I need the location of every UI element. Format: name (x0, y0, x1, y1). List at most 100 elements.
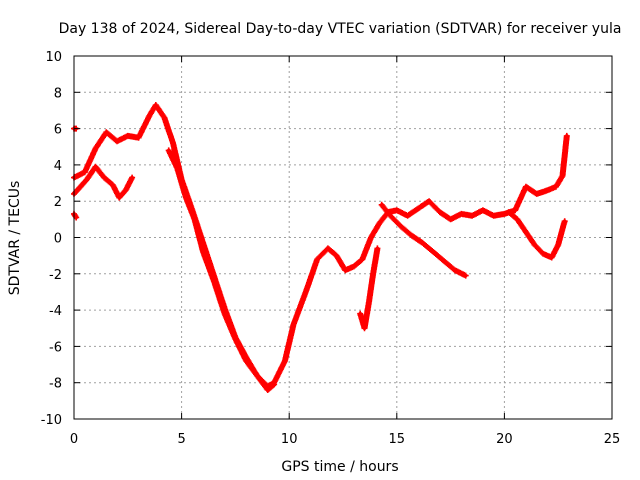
data-point (184, 195, 188, 200)
data-point (147, 114, 152, 118)
data-point (367, 301, 371, 305)
data-point (343, 268, 347, 272)
data-point (562, 219, 567, 223)
data-point (463, 273, 468, 278)
data-point (371, 272, 375, 276)
data-point (565, 134, 569, 138)
data-point (405, 213, 410, 218)
data-point (481, 208, 485, 213)
data-point (115, 139, 119, 144)
data-point (438, 210, 442, 214)
data-point (85, 177, 89, 182)
data-point (201, 250, 205, 254)
data-point (126, 134, 130, 138)
data-point (506, 210, 511, 214)
data-point (265, 388, 270, 392)
data-point (532, 242, 537, 247)
data-point (233, 337, 238, 341)
series-track-e (505, 209, 568, 261)
data-point (244, 359, 248, 363)
data-point (362, 326, 367, 331)
x-tick-label: 20 (496, 432, 513, 447)
data-point (255, 373, 259, 378)
data-point (513, 208, 517, 213)
data-point (351, 264, 356, 269)
y-tick-label: 2 (54, 195, 62, 210)
data-point (162, 115, 167, 120)
data-point (524, 230, 528, 234)
x-tick-label: 15 (389, 432, 406, 447)
data-point (360, 257, 365, 262)
y-tick-label: -2 (49, 268, 62, 283)
data-point (326, 246, 330, 251)
data-point (545, 188, 550, 193)
x-tick-label: 5 (177, 432, 185, 447)
y-tick-label: 0 (54, 232, 62, 247)
data-point (388, 213, 393, 218)
data-point (453, 268, 457, 272)
y-tick-label: -10 (41, 413, 62, 428)
data-point (427, 199, 431, 203)
series-track-f (357, 245, 381, 332)
data-point (171, 141, 175, 145)
y-tick-label: -4 (49, 304, 62, 319)
x-axis-label: GPS time / hours (281, 459, 398, 475)
data-point (470, 213, 474, 218)
data-point (502, 212, 507, 216)
data-point (315, 257, 319, 262)
data-point (102, 175, 106, 180)
data-point (153, 103, 158, 107)
data-point (549, 255, 554, 260)
data-point (74, 215, 78, 220)
data-point (78, 184, 83, 189)
series-track-c (165, 147, 278, 393)
data-point (515, 217, 520, 222)
data-point (369, 235, 373, 240)
data-point (395, 208, 399, 213)
y-tick-label: 10 (45, 50, 62, 65)
data-point (175, 166, 180, 171)
data-point (283, 359, 287, 363)
x-tick-label: 25 (604, 432, 621, 447)
chart-title: Day 138 of 2024, Sidereal Day-to-day VTE… (59, 21, 622, 37)
y-tick-label: 8 (54, 86, 62, 101)
data-point (166, 148, 171, 153)
x-tick-label: 10 (281, 432, 298, 447)
data-point (431, 250, 436, 254)
data-point (93, 146, 98, 151)
data-point (123, 188, 128, 193)
series-track-d (378, 201, 469, 279)
data-point (554, 184, 558, 189)
data-point (410, 233, 414, 238)
data-point (541, 252, 545, 256)
x-tick-label: 0 (70, 432, 78, 447)
data-point (130, 175, 134, 180)
data-point (93, 164, 98, 169)
data-point (358, 311, 363, 316)
data-point (104, 130, 109, 135)
data-point (560, 173, 565, 178)
data-point (491, 213, 496, 218)
data-point (110, 183, 115, 187)
data-point (304, 288, 309, 292)
data-point (556, 242, 560, 247)
grid (74, 56, 612, 419)
data-point (192, 217, 197, 222)
data-point (379, 203, 384, 207)
data-point (534, 192, 539, 196)
data-point (442, 259, 446, 263)
y-tick-label: -6 (49, 340, 62, 355)
data-point (377, 221, 382, 225)
data-point (399, 224, 403, 229)
data-point (524, 184, 528, 189)
axis-ticks: 0 5 10 15 20 25 -10 -8 -6 -4 -2 0 2 4 6 8 10 (41, 50, 621, 447)
data-point (136, 135, 141, 140)
data-point (272, 382, 276, 387)
data-point (222, 311, 227, 316)
y-tick-label: -8 (49, 377, 62, 392)
data-point (416, 206, 421, 211)
data-point (82, 170, 87, 174)
y-tick-label: 6 (54, 123, 62, 138)
